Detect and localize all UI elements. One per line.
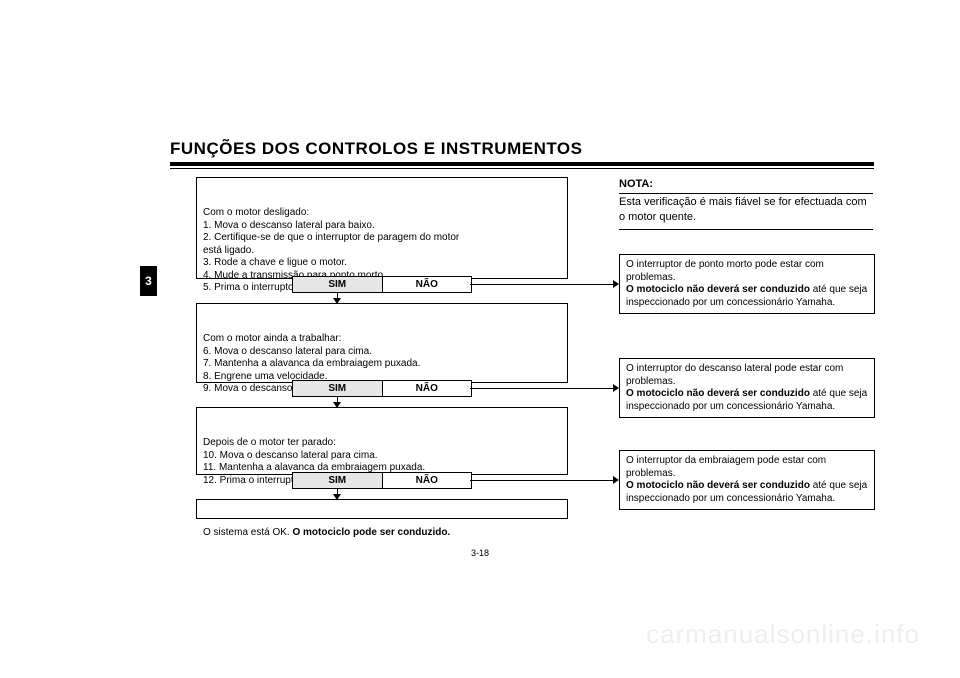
r3-pre: O interruptor da embraiagem pode estar c…	[626, 455, 826, 479]
nota-body: Esta verificação é mais fiável se for ef…	[619, 195, 873, 225]
page-number: 3-18	[0, 548, 960, 558]
nota-line-top	[619, 193, 873, 194]
conn-nao-c	[470, 480, 615, 481]
chapter-tab: 3	[140, 266, 157, 296]
page: FUNÇÕES DOS CONTROLOS E INSTRUMENTOS 3 C…	[0, 0, 960, 678]
flow-box-d-pre: O sistema está OK.	[203, 527, 292, 538]
conn-nao-b	[470, 388, 615, 389]
r1-bold: O motociclo não deverá ser conduzido	[626, 284, 810, 295]
r2-pre: O interruptor do descanso lateral pode e…	[626, 363, 843, 387]
arrow-sim-b	[333, 402, 341, 408]
sim-nao-bar-a: SIM NÃO	[292, 276, 472, 293]
arrow-nao-b	[613, 384, 619, 392]
watermark: carmanualsonline.info	[646, 619, 920, 650]
sim-nao-bar-c: SIM NÃO	[292, 472, 472, 489]
page-title: FUNÇÕES DOS CONTROLOS E INSTRUMENTOS	[170, 140, 874, 166]
nota-line-bottom	[619, 229, 873, 230]
arrow-sim-a	[333, 298, 341, 304]
flow-box-c: Depois de o motor ter parado: 10. Mova o…	[196, 407, 568, 475]
sim-a: SIM	[293, 277, 382, 292]
result-box-r1: O interruptor de ponto morto pode estar …	[619, 254, 875, 314]
r3-bold: O motociclo não deverá ser conduzido	[626, 480, 810, 491]
nao-c: NÃO	[383, 473, 472, 488]
nao-b: NÃO	[383, 381, 472, 396]
flow-box-d-bold: O motociclo pode ser conduzido.	[292, 527, 450, 538]
r1-pre: O interruptor de ponto morto pode estar …	[626, 259, 824, 283]
arrow-nao-a	[613, 280, 619, 288]
result-box-r2: O interruptor do descanso lateral pode e…	[619, 358, 875, 418]
flow-box-b: Com o motor ainda a trabalhar: 6. Mova o…	[196, 303, 568, 383]
flow-box-a: Com o motor desligado: 1. Mova o descans…	[196, 177, 568, 279]
nota-label: NOTA:	[619, 178, 653, 190]
sim-b: SIM	[293, 381, 382, 396]
title-wrap: FUNÇÕES DOS CONTROLOS E INSTRUMENTOS	[170, 140, 874, 169]
sim-c: SIM	[293, 473, 382, 488]
result-box-r3: O interruptor da embraiagem pode estar c…	[619, 450, 875, 510]
conn-nao-a	[470, 284, 615, 285]
title-underline-thin	[170, 168, 874, 169]
sim-nao-bar-b: SIM NÃO	[292, 380, 472, 397]
nota-block: NOTA: Esta verificação é mais fiável se …	[619, 177, 873, 231]
flow-box-d: O sistema está OK. O motociclo pode ser …	[196, 499, 568, 519]
r2-bold: O motociclo não deverá ser conduzido	[626, 388, 810, 399]
arrow-sim-c	[333, 494, 341, 500]
arrow-nao-c	[613, 476, 619, 484]
nao-a: NÃO	[383, 277, 472, 292]
